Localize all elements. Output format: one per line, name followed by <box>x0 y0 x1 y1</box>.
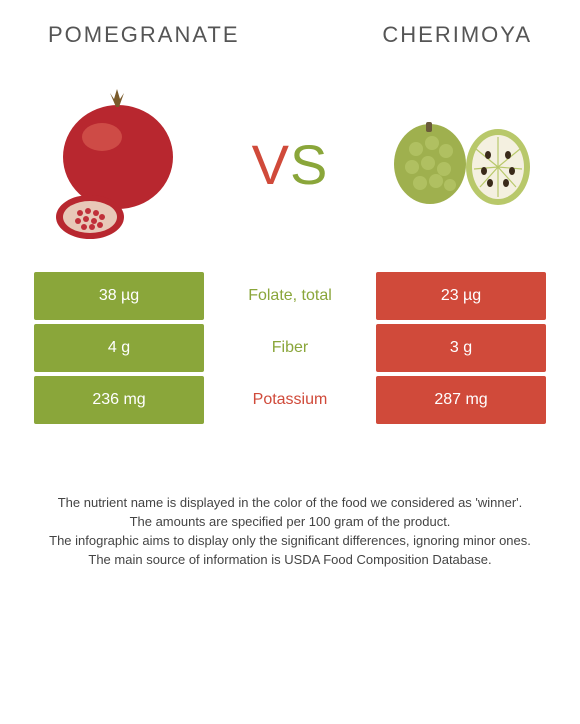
table-row: 236 mg Potassium 287 mg <box>34 376 546 424</box>
comparison-table: 38 µg Folate, total 23 µg 4 g Fiber 3 g … <box>34 272 546 424</box>
pomegranate-image <box>38 79 208 249</box>
table-row: 38 µg Folate, total 23 µg <box>34 272 546 320</box>
right-value-cell: 287 mg <box>376 376 546 424</box>
footer-notes: The nutrient name is displayed in the co… <box>40 494 540 569</box>
left-value-cell: 38 µg <box>34 272 204 320</box>
left-value-cell: 4 g <box>34 324 204 372</box>
vs-label: VS <box>252 132 329 197</box>
right-value-cell: 23 µg <box>376 272 546 320</box>
vs-v-letter: V <box>252 132 290 197</box>
right-value-cell: 3 g <box>376 324 546 372</box>
cherimoya-icon <box>372 79 542 249</box>
footer-line: The infographic aims to display only the… <box>40 532 540 551</box>
left-food-title: Pomegranate <box>48 22 240 48</box>
right-food-title: Cherimoya <box>382 22 532 48</box>
nutrient-cell: Folate, total <box>204 272 376 320</box>
vs-s-letter: S <box>290 132 328 197</box>
vs-row: VS <box>0 48 580 268</box>
pomegranate-icon <box>38 79 208 249</box>
table-row: 4 g Fiber 3 g <box>34 324 546 372</box>
left-value-cell: 236 mg <box>34 376 204 424</box>
cherimoya-image <box>372 79 542 249</box>
nutrient-cell: Fiber <box>204 324 376 372</box>
footer-line: The main source of information is USDA F… <box>40 551 540 570</box>
footer-line: The nutrient name is displayed in the co… <box>40 494 540 513</box>
header-row: Pomegranate Cherimoya <box>0 0 580 48</box>
footer-line: The amounts are specified per 100 gram o… <box>40 513 540 532</box>
nutrient-cell: Potassium <box>204 376 376 424</box>
